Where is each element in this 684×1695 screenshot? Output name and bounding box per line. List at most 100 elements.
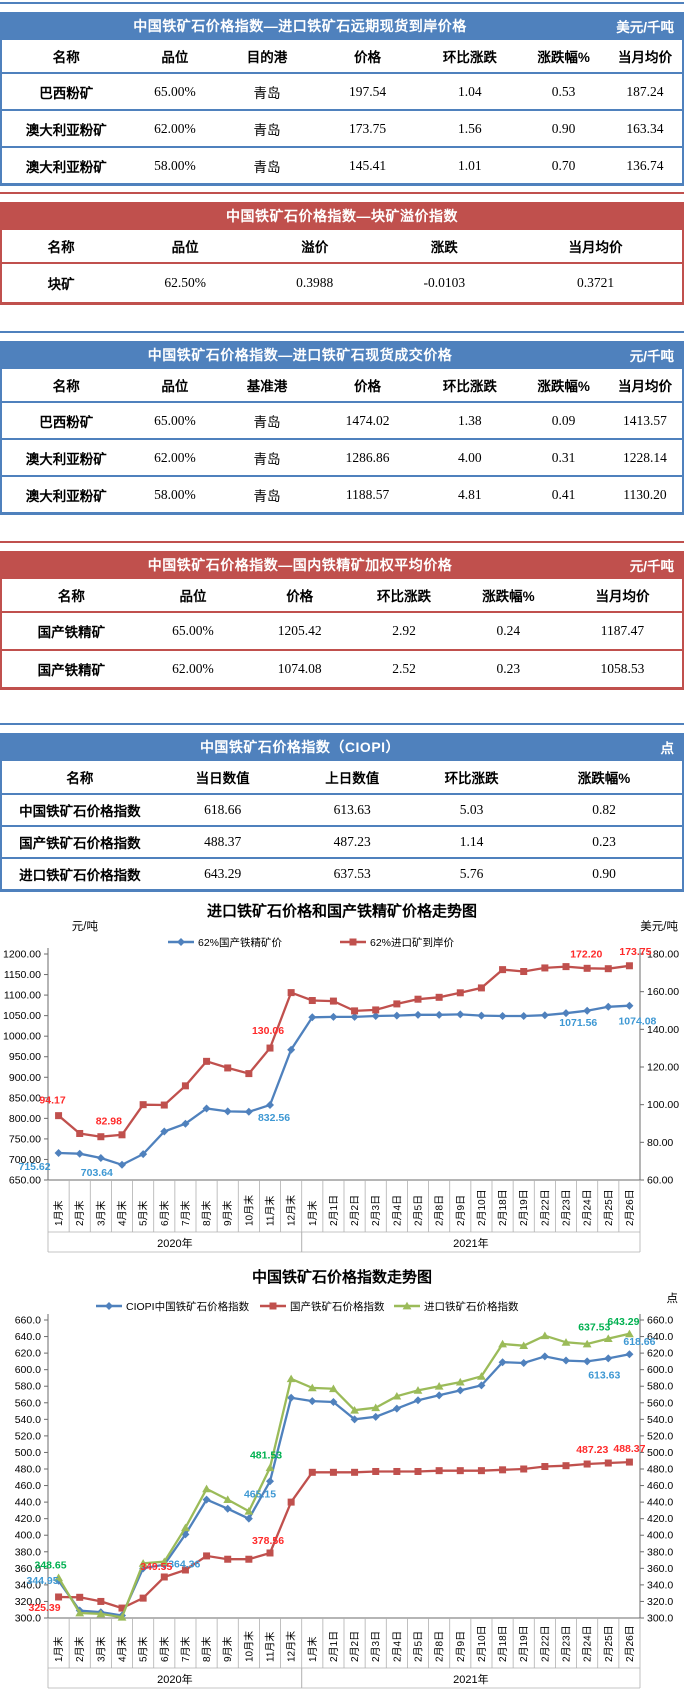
value-cell: 1058.53 xyxy=(600,661,645,676)
table-row: 澳大利亚粉矿 58.00% 青岛 145.41 1.01 0.70 136.74 xyxy=(1,147,683,185)
svg-text:640.0: 640.0 xyxy=(15,1331,41,1343)
svg-text:650.00: 650.00 xyxy=(9,1175,41,1187)
column-header: 名称 xyxy=(1,369,131,403)
price-table: 名称 品位 目的港 价格 环比涨跌 涨跌幅% 当月均价 巴西粉矿 65.00% 青岛 197.54 1… xyxy=(0,40,684,186)
column-header: 涨跌幅% xyxy=(526,761,683,795)
svg-text:400.0: 400.0 xyxy=(15,1530,41,1542)
column-header: 涨跌幅% xyxy=(519,369,608,403)
svg-text:62%进口矿到岸价: 62%进口矿到岸价 xyxy=(370,936,455,949)
column-header: 名称 xyxy=(1,40,131,74)
svg-text:320.0: 320.0 xyxy=(647,1596,673,1608)
value-cell: 0.31 xyxy=(519,439,608,477)
svg-text:2月23日: 2月23日 xyxy=(561,1189,573,1226)
svg-text:7月末: 7月末 xyxy=(179,1200,192,1226)
table-head: 名称 品位 溢价 涨跌 当月均价 xyxy=(1,230,683,264)
svg-text:850.00: 850.00 xyxy=(9,1092,41,1104)
svg-text:2月8日: 2月8日 xyxy=(434,1195,446,1226)
svg-text:1050.00: 1050.00 xyxy=(3,1010,41,1022)
svg-text:2月23日: 2月23日 xyxy=(561,1625,573,1662)
price-table: 名称 品位 基准港 价格 环比涨跌 涨跌幅% 当月均价 巴西粉矿 65.00% 青岛 1474.02… xyxy=(0,369,684,515)
column-header: 基准港 xyxy=(219,369,315,403)
table-header-band: 中国铁矿石价格指数—国内铁精矿加权平均价格 元/千吨 xyxy=(0,551,684,579)
svg-text:500.0: 500.0 xyxy=(15,1447,41,1459)
table-head: 名称 品位 基准港 价格 环比涨跌 涨跌幅% 当月均价 xyxy=(1,369,683,403)
column-header: 环比涨跌 xyxy=(354,579,454,613)
svg-text:2月26日: 2月26日 xyxy=(624,1189,636,1226)
svg-text:340.0: 340.0 xyxy=(647,1579,673,1591)
column-header: 品位 xyxy=(120,230,250,264)
value-cell: 173.75 xyxy=(314,110,421,148)
svg-text:380.0: 380.0 xyxy=(15,1546,41,1558)
table-row: 国产铁矿石价格指数 488.37 487.23 1.14 0.23 xyxy=(1,826,683,859)
column-header: 价格 xyxy=(314,40,421,74)
value-cell: 197.54 xyxy=(314,73,421,111)
column-header: 品位 xyxy=(130,40,220,74)
value-cell: 145.41 xyxy=(348,157,387,173)
svg-text:2月10日: 2月10日 xyxy=(476,1189,488,1226)
svg-text:640.0: 640.0 xyxy=(647,1331,673,1343)
svg-text:488.37: 488.37 xyxy=(613,1443,645,1455)
svg-text:80.00: 80.00 xyxy=(647,1137,673,1149)
row-name-cell: 块矿 xyxy=(47,277,75,292)
svg-text:1100.00: 1100.00 xyxy=(4,990,41,1002)
svg-text:2月3日: 2月3日 xyxy=(370,1631,382,1662)
value-cell: 643.29 xyxy=(204,866,242,881)
value-cell: 4.00 xyxy=(420,439,520,477)
svg-text:300.0: 300.0 xyxy=(15,1613,41,1625)
value-cell: 187.24 xyxy=(607,73,683,111)
svg-text:2月18日: 2月18日 xyxy=(497,1189,509,1226)
index-trend-chart: 中国铁矿石价格指数走势图点 CIOPI中国铁矿石价格指数 国产铁矿石价格指数 进口铁矿… xyxy=(0,1266,684,1695)
value-cell: 1.38 xyxy=(420,402,520,440)
svg-text:4月末: 4月末 xyxy=(116,1636,129,1662)
svg-text:300.0: 300.0 xyxy=(647,1613,673,1625)
table-top-rule xyxy=(0,192,684,194)
svg-text:2月25日: 2月25日 xyxy=(603,1625,615,1662)
column-header: 名称 xyxy=(1,579,141,613)
svg-text:2月19日: 2月19日 xyxy=(518,1189,530,1226)
value-cell: 青岛 xyxy=(219,402,315,440)
svg-text:560.0: 560.0 xyxy=(647,1397,673,1409)
table-header-band: 中国铁矿石价格指数（CIOPI） 点 xyxy=(0,733,684,761)
svg-text:420.0: 420.0 xyxy=(15,1513,41,1525)
svg-text:832.56: 832.56 xyxy=(258,1112,290,1124)
table-unit-label: 美元/千吨 xyxy=(616,20,674,35)
svg-text:11月末: 11月末 xyxy=(264,1632,277,1662)
value-cell: 0.09 xyxy=(519,402,608,440)
svg-text:900.00: 900.00 xyxy=(9,1072,41,1084)
table-head: 名称 当日数值 上日数值 环比涨跌 涨跌幅% xyxy=(1,761,683,795)
svg-text:2月3日: 2月3日 xyxy=(370,1195,382,1226)
svg-text:2月2日: 2月2日 xyxy=(349,1195,361,1226)
value-cell: 58.00% xyxy=(154,486,196,502)
value-cell: 136.74 xyxy=(626,157,664,173)
svg-text:618.66: 618.66 xyxy=(623,1336,655,1348)
svg-text:2月25日: 2月25日 xyxy=(603,1189,615,1226)
svg-text:10月末: 10月末 xyxy=(242,1631,255,1662)
column-header: 当月均价 xyxy=(607,40,683,74)
table-top-rule xyxy=(0,331,684,333)
svg-text:2月9日: 2月9日 xyxy=(455,1195,467,1226)
row-name-cell: 国产铁精矿 xyxy=(37,663,106,678)
svg-text:560.0: 560.0 xyxy=(15,1397,41,1409)
column-header: 目的港 xyxy=(219,40,315,74)
svg-text:465.15: 465.15 xyxy=(244,1488,276,1500)
svg-text:140.00: 140.00 xyxy=(647,1024,679,1036)
table-section-domestic-concentrate: 中国铁矿石价格指数—国内铁精矿加权平均价格 元/千吨 名称 品位 价格 环比涨跌 涨跌幅… xyxy=(0,541,684,690)
value-cell: 1.56 xyxy=(420,110,520,148)
table-row: 澳大利亚粉矿 62.00% 青岛 173.75 1.56 0.90 163.34 xyxy=(1,110,683,148)
table-title: 中国铁矿石价格指数（CIOPI） xyxy=(199,739,401,755)
svg-text:750.00: 750.00 xyxy=(9,1133,41,1145)
svg-text:5月末: 5月末 xyxy=(137,1636,150,1662)
svg-text:8月末: 8月末 xyxy=(200,1200,213,1226)
value-cell: 0.90 xyxy=(592,866,616,881)
column-header: 价格 xyxy=(245,579,355,613)
column-header: 当月均价 xyxy=(607,369,683,403)
svg-text:637.53: 637.53 xyxy=(578,1322,610,1334)
value-cell: 1474.02 xyxy=(314,402,421,440)
svg-text:460.0: 460.0 xyxy=(15,1480,41,1492)
column-header: 涨跌 xyxy=(379,230,510,264)
table-title: 中国铁矿石价格指数—国内铁精矿加权平均价格 xyxy=(147,557,453,573)
column-header: 涨跌幅% xyxy=(519,40,608,74)
price-trend-chart: 进口铁矿石价格和国产铁精矿价格走势图 元/吨 美元/吨 62%国产铁精矿价 62%进口矿… xyxy=(0,896,684,1266)
value-cell: 2.52 xyxy=(392,661,416,676)
